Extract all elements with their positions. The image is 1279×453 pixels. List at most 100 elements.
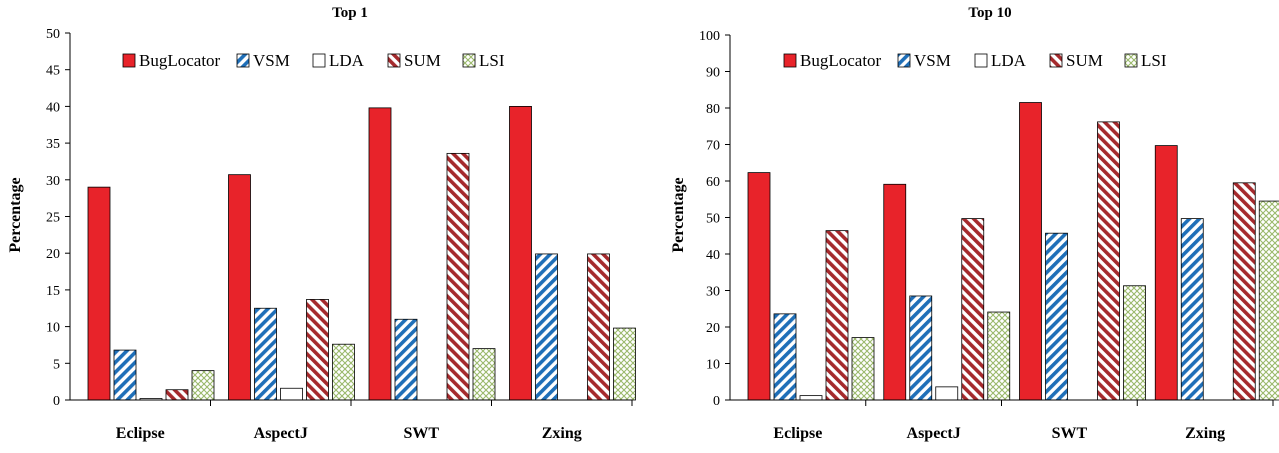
legend-swatch bbox=[783, 53, 797, 68]
bar-lda-aspectj bbox=[935, 386, 959, 401]
bars bbox=[747, 102, 1279, 401]
y-tick-label: 80 bbox=[706, 102, 720, 117]
bar-buglocator-aspectj bbox=[883, 183, 907, 401]
y-tick-label: 10 bbox=[706, 358, 720, 373]
y-tick-label: 15 bbox=[46, 284, 60, 299]
x-tick-label: AspectJ bbox=[254, 425, 308, 442]
bar-vsm-eclipse bbox=[773, 313, 797, 401]
legend-swatch bbox=[387, 53, 401, 68]
bar-vsm-swt bbox=[1045, 232, 1068, 401]
legend-label: LSI bbox=[479, 51, 505, 70]
bar-lsi-swt bbox=[1123, 285, 1146, 401]
y-tick-label: 10 bbox=[46, 321, 60, 336]
y-tick-label: 35 bbox=[46, 137, 60, 152]
bar-lda-aspectj bbox=[280, 387, 303, 401]
y-tick-label: 30 bbox=[706, 285, 720, 300]
top10-chart: Top 10 Percentage 0 10 20 30 40 50 60 70 80 90 100… bbox=[670, 5, 1279, 442]
bar-buglocator-zxing bbox=[1154, 145, 1178, 401]
bar-vsm-zxing bbox=[1180, 218, 1204, 401]
bar-sum-zxing bbox=[587, 253, 610, 401]
bar-vsm-aspectj bbox=[254, 307, 277, 401]
legend-label: SUM bbox=[404, 51, 441, 70]
x-tick-label: SWT bbox=[1052, 425, 1088, 442]
y-tick-label: 5 bbox=[53, 357, 60, 372]
y-tick-label: 50 bbox=[706, 212, 720, 227]
y-tick-label: 40 bbox=[706, 248, 720, 263]
top1-chart: Top 1 Percentage 0 5 10 15 20 25 30 35 40 45 50 Ec… bbox=[7, 5, 636, 442]
legend-label: VSM bbox=[253, 51, 290, 70]
bar-sum-eclipse bbox=[825, 230, 849, 401]
chart-title: Top 10 bbox=[968, 5, 1011, 21]
x-axis-ticks: Eclipse AspectJ SWT Zxing bbox=[116, 400, 633, 442]
legend: BugLocator VSM LDA SUM LSI bbox=[122, 51, 505, 70]
bar-sum-zxing bbox=[1232, 182, 1256, 401]
legend-label: VSM bbox=[914, 51, 951, 70]
legend-swatch bbox=[312, 53, 326, 68]
y-tick-label: 90 bbox=[706, 66, 720, 81]
x-axis-ticks: Eclipse AspectJ SWT Zxing bbox=[773, 400, 1274, 442]
y-axis-ticks: 0 5 10 15 20 25 30 35 40 45 50 bbox=[46, 27, 70, 409]
x-tick-label: Zxing bbox=[542, 425, 582, 442]
legend-label: SUM bbox=[1066, 51, 1103, 70]
legend-swatch bbox=[1124, 53, 1138, 68]
legend-label: LSI bbox=[1141, 51, 1167, 70]
legend-swatch bbox=[897, 53, 911, 68]
y-tick-label: 40 bbox=[46, 100, 60, 115]
legend: BugLocator VSM LDA SUM LSI bbox=[783, 51, 1167, 70]
chart-title: Top 1 bbox=[332, 5, 368, 21]
y-tick-label: 20 bbox=[706, 321, 720, 336]
y-tick-label: 25 bbox=[46, 211, 60, 226]
bar-buglocator-swt bbox=[1019, 102, 1042, 401]
y-tick-label: 60 bbox=[706, 175, 720, 190]
bar-buglocator-eclipse bbox=[747, 172, 771, 401]
bar-sum-aspectj bbox=[306, 299, 329, 401]
bar-lsi-aspectj bbox=[987, 311, 1011, 401]
bar-buglocator-eclipse bbox=[87, 186, 111, 401]
legend-swatch bbox=[1049, 53, 1063, 68]
bar-sum-aspectj bbox=[961, 218, 985, 401]
y-axis-ticks: 0 10 20 30 40 50 60 70 80 90 100 bbox=[699, 29, 730, 409]
legend-label: BugLocator bbox=[139, 51, 221, 70]
bar-lsi-eclipse bbox=[851, 337, 875, 401]
bar-buglocator-swt bbox=[368, 107, 392, 401]
x-tick-label: AspectJ bbox=[907, 425, 961, 442]
bar-vsm-swt bbox=[394, 318, 418, 401]
bar-lsi-aspectj bbox=[332, 343, 355, 401]
bars bbox=[87, 106, 636, 401]
legend-swatch bbox=[974, 53, 988, 68]
bar-sum-swt bbox=[446, 152, 470, 401]
legend-swatch bbox=[462, 53, 476, 68]
x-tick-label: SWT bbox=[403, 425, 439, 442]
y-tick-label: 20 bbox=[46, 247, 60, 262]
x-tick-label: Eclipse bbox=[773, 425, 822, 442]
legend-swatch bbox=[236, 53, 250, 68]
y-tick-label: 50 bbox=[46, 27, 60, 42]
y-tick-label: 0 bbox=[713, 394, 720, 409]
legend-label: LDA bbox=[991, 51, 1027, 70]
bar-sum-swt bbox=[1097, 121, 1120, 401]
y-tick-label: 100 bbox=[699, 29, 720, 44]
bar-vsm-eclipse bbox=[113, 349, 137, 401]
x-tick-label: Eclipse bbox=[116, 425, 165, 442]
y-tick-label: 0 bbox=[53, 394, 60, 409]
bar-lsi-zxing bbox=[1258, 200, 1279, 401]
y-tick-label: 45 bbox=[46, 64, 60, 79]
bar-lsi-swt bbox=[472, 348, 496, 401]
bar-lsi-zxing bbox=[613, 327, 636, 401]
y-tick-label: 70 bbox=[706, 139, 720, 154]
legend-swatch bbox=[122, 53, 136, 68]
bar-lda-eclipse bbox=[799, 395, 823, 401]
y-tick-label: 30 bbox=[46, 174, 60, 189]
legend-label: LDA bbox=[329, 51, 365, 70]
bar-sum-eclipse bbox=[165, 389, 189, 401]
bar-lsi-eclipse bbox=[191, 370, 215, 401]
x-tick-label: Zxing bbox=[1185, 425, 1225, 442]
legend-label: BugLocator bbox=[800, 51, 882, 70]
y-axis-label: Percentage bbox=[670, 177, 687, 252]
bar-vsm-zxing bbox=[535, 253, 558, 401]
bar-vsm-aspectj bbox=[909, 295, 933, 401]
y-axis-label: Percentage bbox=[7, 177, 24, 252]
bar-buglocator-zxing bbox=[509, 106, 532, 401]
